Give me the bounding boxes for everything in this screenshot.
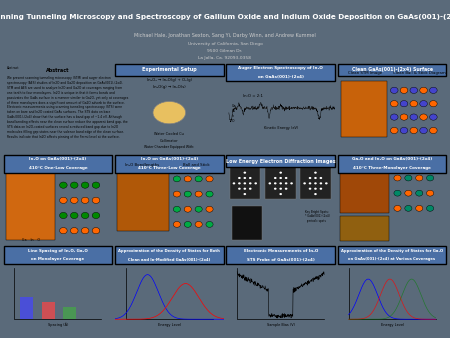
Text: on Monolayer Coverage: on Monolayer Coverage [32,258,85,262]
Circle shape [285,182,288,185]
Circle shape [71,227,78,234]
Text: Water Cooled Cu: Water Cooled Cu [154,132,184,136]
Text: In₂O₃ → In₂O(g) + O₂(g): In₂O₃ → In₂O(g) + O₂(g) [147,78,192,81]
Circle shape [92,212,100,219]
Circle shape [279,188,282,190]
Circle shape [285,177,288,179]
Circle shape [325,182,328,185]
Circle shape [274,177,277,179]
Circle shape [427,190,434,196]
Circle shape [269,182,271,185]
Circle shape [430,87,437,93]
Circle shape [400,127,408,134]
Text: Experimental Setup: Experimental Setup [142,67,197,72]
Circle shape [59,212,67,219]
Circle shape [206,221,213,227]
Circle shape [405,175,412,181]
Circle shape [195,191,202,197]
Circle shape [243,188,246,190]
Circle shape [249,182,252,185]
Text: Approximation of the Density of States for Both: Approximation of the Density of States f… [118,248,220,252]
Circle shape [391,114,398,120]
Circle shape [206,176,213,182]
Circle shape [416,175,423,181]
Circle shape [243,172,246,174]
Circle shape [195,206,202,212]
Circle shape [243,182,246,185]
Circle shape [420,127,428,134]
Bar [20,297,33,319]
Circle shape [59,227,67,234]
Circle shape [391,101,398,107]
Text: Key Bright Spots:
* GaAs(001)-(2x4)
  periodic spots: Key Bright Spots: * GaAs(001)-(2x4) peri… [305,210,329,223]
Circle shape [309,188,311,190]
FancyBboxPatch shape [226,246,335,264]
Text: Approximation of the Density of States for Ga₂O: Approximation of the Density of States f… [341,248,443,252]
Circle shape [430,114,437,120]
Text: Water Chamber Equipped With:: Water Chamber Equipped With: [144,145,194,149]
Ellipse shape [153,101,185,124]
Circle shape [391,87,398,93]
Text: Auger Electron Spectroscopy of In₂O: Auger Electron Spectroscopy of In₂O [238,66,323,70]
Circle shape [410,101,418,107]
Circle shape [254,182,257,185]
Circle shape [184,221,191,227]
Circle shape [400,101,408,107]
Circle shape [416,206,423,211]
Text: on GaAs(001)-(2x4): on GaAs(001)-(2x4) [258,75,304,79]
Circle shape [206,206,213,212]
FancyBboxPatch shape [230,167,260,199]
Text: Energy Level: Energy Level [158,323,181,328]
Circle shape [420,114,428,120]
Text: Clean STM Image: Clean STM Image [348,71,382,75]
Text: In₂O on GaAs(001)-(2x4): In₂O on GaAs(001)-(2x4) [29,157,86,161]
Circle shape [279,193,282,195]
Circle shape [320,177,322,179]
FancyBboxPatch shape [266,167,296,199]
Circle shape [184,191,191,197]
FancyBboxPatch shape [4,155,112,173]
Text: Electronic Measurements of In₂O: Electronic Measurements of In₂O [243,248,318,252]
Circle shape [279,182,282,185]
Circle shape [249,188,252,190]
Circle shape [59,182,67,188]
Text: Low Energy Electron Diffraction Images: Low Energy Electron Diffraction Images [226,159,336,164]
FancyBboxPatch shape [338,155,446,173]
Circle shape [233,182,235,185]
FancyBboxPatch shape [340,216,389,241]
Circle shape [71,182,78,188]
Text: Ball and Stick: Ball and Stick [183,163,210,167]
Text: on GaAs(001)-(2x4) at Various Coverages: on GaAs(001)-(2x4) at Various Coverages [348,258,436,262]
Circle shape [238,182,241,185]
Circle shape [59,197,67,203]
Circle shape [243,193,246,195]
FancyBboxPatch shape [115,246,224,264]
Circle shape [238,177,241,179]
Circle shape [405,190,412,196]
Text: Collimator: Collimator [160,139,179,143]
Circle shape [430,101,437,107]
Text: Clean and In-Modified GaAs(001)-(2x4): Clean and In-Modified GaAs(001)-(2x4) [128,258,211,262]
Text: In:O = 2:1: In:O = 2:1 [243,94,263,98]
Circle shape [314,188,317,190]
Circle shape [427,175,434,181]
Circle shape [394,175,401,181]
FancyBboxPatch shape [115,155,224,173]
FancyBboxPatch shape [115,64,224,76]
Text: Scanning Tunneling Microscopy and Spectroscopy of Gallium Oxide and Indium Oxide: Scanning Tunneling Microscopy and Spectr… [0,14,450,20]
Circle shape [427,206,434,211]
Text: La Jolla, Ca. 92093-0358: La Jolla, Ca. 92093-0358 [198,56,252,61]
Circle shape [243,177,246,179]
Circle shape [92,227,100,234]
Circle shape [430,127,437,134]
Text: Ga
As
In
O: Ga As In O [232,104,236,123]
Circle shape [314,177,317,179]
Circle shape [303,182,306,185]
Circle shape [274,182,277,185]
Circle shape [416,190,423,196]
Circle shape [274,188,277,190]
Circle shape [410,87,418,93]
Text: Michael Hale, Jonathan Sexton, Sang Yi, Darby Winn, and Andrew Kummel: Michael Hale, Jonathan Sexton, Sang Yi, … [134,33,316,38]
FancyBboxPatch shape [226,64,335,81]
Circle shape [184,206,191,212]
